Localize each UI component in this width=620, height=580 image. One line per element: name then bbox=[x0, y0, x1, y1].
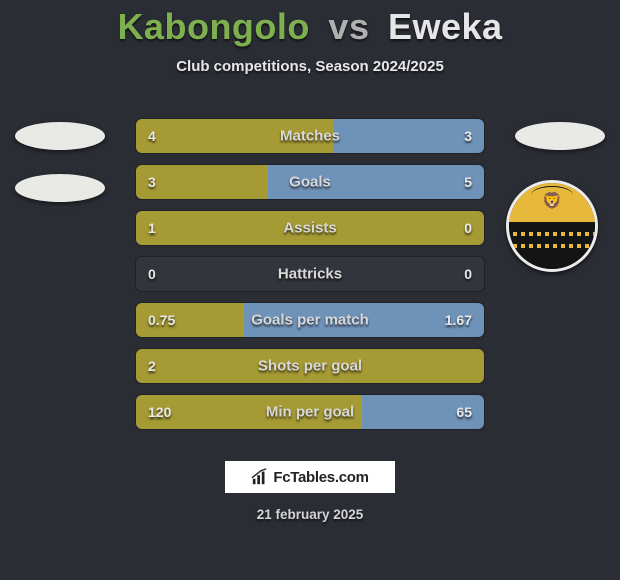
stat-value-left: 3 bbox=[148, 174, 156, 190]
stat-fill-right bbox=[334, 119, 484, 153]
player1-name: Kabongolo bbox=[117, 6, 309, 47]
stats-bars: Matches 4 3 Goals 3 5 Assists 1 0 Hattricks 0 0 Goal… bbox=[135, 118, 485, 440]
club-badge-top: 🦁 bbox=[509, 183, 595, 222]
stat-label: Min per goal bbox=[266, 404, 354, 421]
stat-row: Hattricks 0 0 bbox=[135, 256, 485, 292]
title: Kabongolo vs Eweka bbox=[0, 0, 620, 48]
subtitle: Club competitions, Season 2024/2025 bbox=[0, 58, 620, 75]
stat-label: Goals bbox=[289, 174, 331, 191]
club-badge-wave-1 bbox=[509, 232, 595, 236]
stat-value-left: 0 bbox=[148, 266, 156, 282]
stat-value-left: 0.75 bbox=[148, 312, 175, 328]
stat-value-right: 1.67 bbox=[445, 312, 472, 328]
vs-text: vs bbox=[328, 6, 369, 47]
club-badge-wave-2 bbox=[509, 244, 595, 248]
club-badge-lion-icon: 🦁 bbox=[542, 194, 562, 210]
stat-value-left: 2 bbox=[148, 358, 156, 374]
stat-row: Goals per match 0.75 1.67 bbox=[135, 302, 485, 338]
stat-label: Shots per goal bbox=[258, 358, 362, 375]
stat-value-right: 0 bbox=[464, 266, 472, 282]
stat-value-left: 1 bbox=[148, 220, 156, 236]
brand-logo[interactable]: FcTables.com bbox=[224, 460, 396, 494]
stat-row: Min per goal 120 65 bbox=[135, 394, 485, 430]
brand-text: FcTables.com bbox=[273, 469, 368, 486]
stat-label: Assists bbox=[283, 220, 336, 237]
player1-avatar-placeholder-2 bbox=[15, 174, 105, 202]
stat-row: Goals 3 5 bbox=[135, 164, 485, 200]
player2-name: Eweka bbox=[388, 6, 503, 47]
stat-label: Goals per match bbox=[251, 312, 369, 329]
stat-value-left: 4 bbox=[148, 128, 156, 144]
stat-row: Shots per goal 2 bbox=[135, 348, 485, 384]
brand-chart-icon bbox=[251, 468, 269, 486]
stat-value-left: 120 bbox=[148, 404, 171, 420]
player2-avatar-placeholder bbox=[515, 122, 605, 150]
stat-value-right: 0 bbox=[464, 220, 472, 236]
stat-value-right: 5 bbox=[464, 174, 472, 190]
stat-value-right: 3 bbox=[464, 128, 472, 144]
stat-row: Assists 1 0 bbox=[135, 210, 485, 246]
club-badge-bottom bbox=[509, 222, 595, 269]
stat-row: Matches 4 3 bbox=[135, 118, 485, 154]
player1-avatar-placeholder-1 bbox=[15, 122, 105, 150]
stat-value-right: 65 bbox=[456, 404, 472, 420]
footer-date: 21 february 2025 bbox=[257, 507, 364, 522]
player2-club-badge: 🦁 bbox=[506, 180, 598, 272]
stat-label: Matches bbox=[280, 128, 340, 145]
stat-label: Hattricks bbox=[278, 266, 342, 283]
